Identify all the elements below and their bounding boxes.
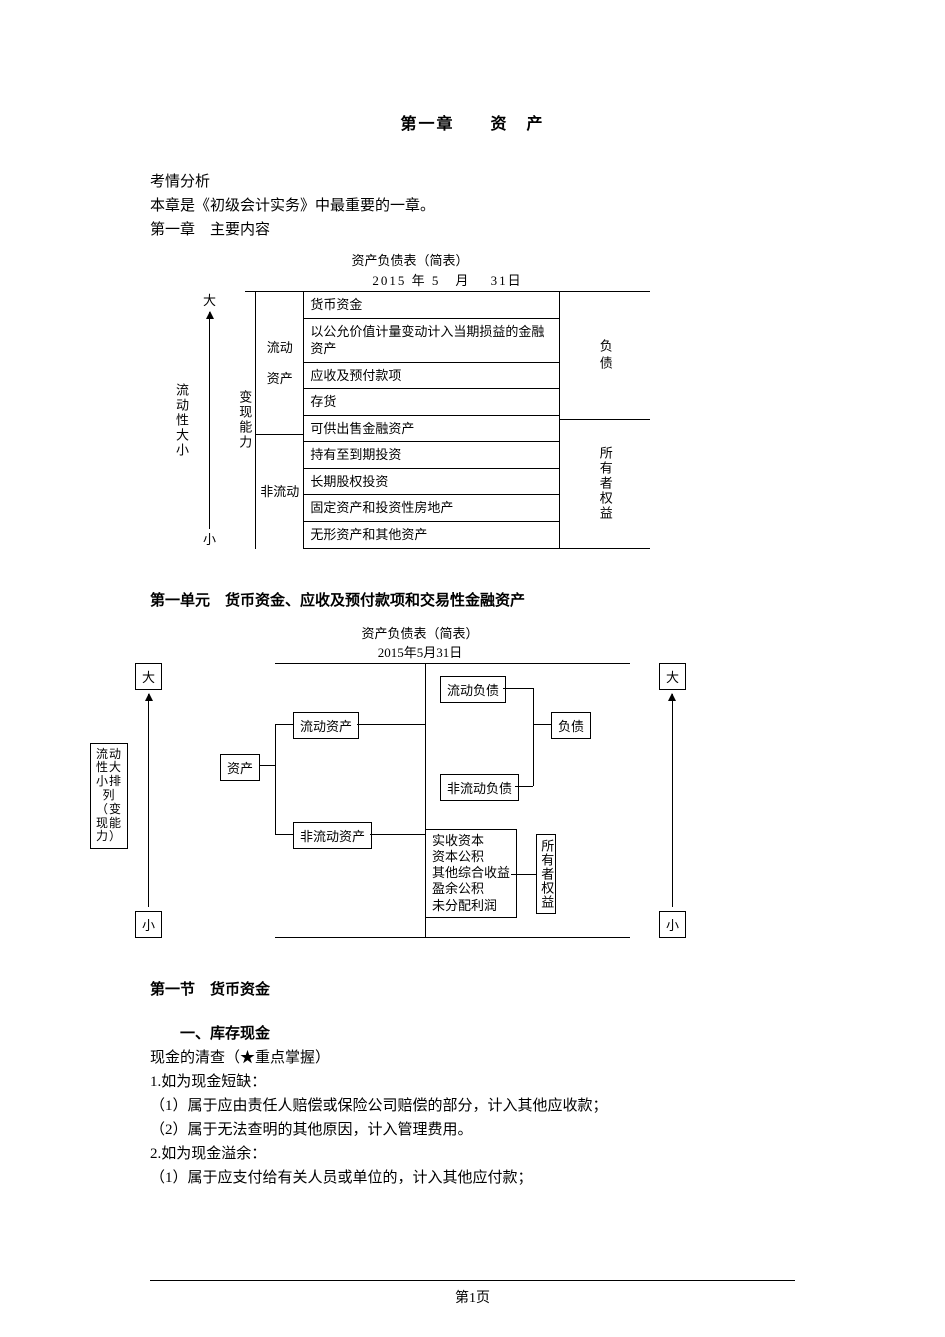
diag2-current-liab-box: 流动负债 bbox=[440, 676, 506, 703]
diag1-ability-label: 变现能力 bbox=[233, 292, 256, 548]
diag1-noncurrent-assets-label: 非流动 bbox=[256, 435, 303, 549]
diag2-equity-box: 所有者权益 bbox=[536, 834, 556, 914]
diag2-noncurrent-liab-box: 非流动负债 bbox=[440, 774, 519, 801]
diag2-date: 2015年5月31日 bbox=[190, 642, 650, 663]
diag1-arrow: 大 小 bbox=[192, 292, 227, 548]
diag1-title: 资产负债表（简表） bbox=[170, 252, 650, 270]
sec1-line: （2）属于无法查明的其他原因，计入管理费用。 bbox=[150, 1118, 795, 1142]
diag2-small-left: 小 bbox=[135, 911, 162, 938]
diag1-row: 可供出售金融资产 bbox=[304, 416, 559, 443]
intro-line-2: 本章是《初级会计实务》中最重要的一章。 bbox=[150, 194, 795, 218]
diag2-asset-box: 资产 bbox=[220, 754, 260, 781]
chapter-title: 第一章 资 产 bbox=[150, 110, 795, 134]
diag1-big-label: 大 bbox=[203, 292, 216, 310]
sec1-line: 2.如为现金溢余： bbox=[150, 1142, 795, 1166]
diag2-current-asset-box: 流动资产 bbox=[293, 712, 359, 739]
diag2-big-left: 大 bbox=[135, 663, 162, 690]
sec1-heading: 一、库存现金 bbox=[150, 1022, 795, 1046]
diag2-equity-items-box: 实收资本资本公积其他综合收益盈余公积未分配利润 bbox=[425, 829, 517, 918]
sec1-line: （1）属于应支付给有关人员或单位的，计入其他应付款； bbox=[150, 1166, 795, 1190]
diag1-row: 以公允价值计量变动计入当期损益的金融资产 bbox=[304, 319, 559, 363]
unit1-title: 第一单元 货币资金、应收及预付款项和交易性金融资产 bbox=[150, 589, 795, 613]
diag1-row: 固定资产和投资性房地产 bbox=[304, 495, 559, 522]
sec1-line: 现金的清查（★重点掌握） bbox=[150, 1046, 795, 1070]
diag1-axis-text: 流动性大小 bbox=[174, 383, 188, 458]
diag1-equity-label: 所有者权益 bbox=[560, 420, 650, 548]
diag1-date: 2015 年 5 月 31日 bbox=[245, 272, 650, 293]
balance-sheet-diagram-1: 资产负债表（简表） 2015 年 5 月 31日 流动性大小 大 小 变现能力 bbox=[170, 252, 650, 549]
diag1-row: 无形资产和其他资产 bbox=[304, 522, 559, 549]
diag2-small-right: 小 bbox=[659, 911, 686, 938]
diag2-big-right: 大 bbox=[659, 663, 686, 690]
page-footer: 第1页 bbox=[150, 1280, 795, 1307]
diag1-right-column: 负债 所有者权益 bbox=[560, 292, 650, 548]
diag2-noncurrent-asset-box: 非流动资产 bbox=[293, 822, 372, 849]
sec1-line: 1.如为现金短缺： bbox=[150, 1070, 795, 1094]
diag1-current-assets-label: 流动 资产 bbox=[256, 292, 303, 435]
diag1-small-label: 小 bbox=[203, 531, 216, 549]
diag2-title: 资产负债表（简表） bbox=[190, 623, 650, 642]
intro-line-3: 第一章 主要内容 bbox=[150, 218, 795, 242]
diag1-row: 应收及预付款项 bbox=[304, 363, 559, 390]
diag2-axis-left-box: 流动性大小排列（变现能力） bbox=[90, 743, 128, 850]
section1-title: 第一节 货币资金 bbox=[150, 978, 795, 1002]
intro-line-1: 考情分析 bbox=[150, 170, 795, 194]
diag2-axis-left-text: 流动性大小排列（变现能力） bbox=[93, 748, 125, 845]
balance-sheet-diagram-2: 资产负债表（简表） 2015年5月31日 资产 流动资产 非流动资产 流动负债 … bbox=[190, 623, 650, 938]
sec1-line: （1）属于应由责任人赔偿或保险公司赔偿的部分，计入其他应收款； bbox=[150, 1094, 795, 1118]
diag1-liabilities-label: 负债 bbox=[560, 292, 650, 420]
diag1-axis-label: 流动性大小 bbox=[170, 292, 192, 548]
diag1-row: 货币资金 bbox=[304, 292, 559, 319]
diag1-row: 长期股权投资 bbox=[304, 469, 559, 496]
diag2-liab-box: 负债 bbox=[551, 712, 591, 739]
diag1-row: 存货 bbox=[304, 389, 559, 416]
diag1-row: 持有至到期投资 bbox=[304, 442, 559, 469]
